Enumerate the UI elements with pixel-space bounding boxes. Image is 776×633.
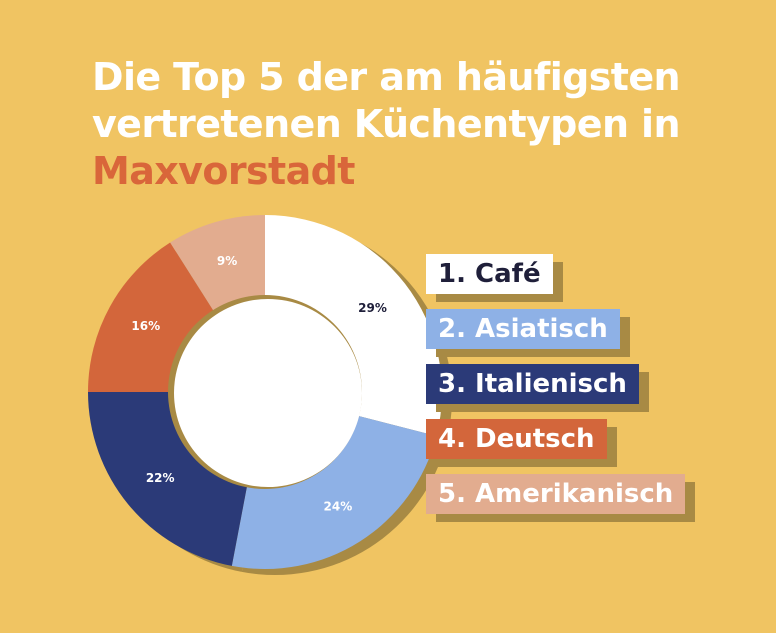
title-line-2: vertretenen Küchentypen in xyxy=(92,102,681,146)
legend-item-italienisch: 3. Italienisch xyxy=(426,364,639,404)
title-line-1: Die Top 5 der am häufigsten xyxy=(92,55,681,99)
title-line-3: Maxvorstadt xyxy=(92,149,355,193)
legend-item-asiatisch: 2. Asiatisch xyxy=(426,309,620,349)
slice-label-deutsch: 16% xyxy=(131,319,160,333)
legend-item-caf-: 1. Café xyxy=(426,254,553,294)
slice-label-caf-: 29% xyxy=(358,301,387,315)
slice-label-asiatisch: 24% xyxy=(324,499,353,513)
legend-item-amerikanisch: 5. Amerikanisch xyxy=(426,474,686,514)
chart-title: Die Top 5 der am häufigsten vertretenen … xyxy=(92,54,681,195)
donut-labels: 29% 24% 22% 16% 9% xyxy=(131,254,386,513)
legend-item-deutsch: 4. Deutsch xyxy=(426,419,607,459)
donut-hole xyxy=(174,299,362,487)
slice-label-italienisch: 22% xyxy=(146,471,175,485)
slice-label-amerikanisch: 9% xyxy=(217,254,237,268)
